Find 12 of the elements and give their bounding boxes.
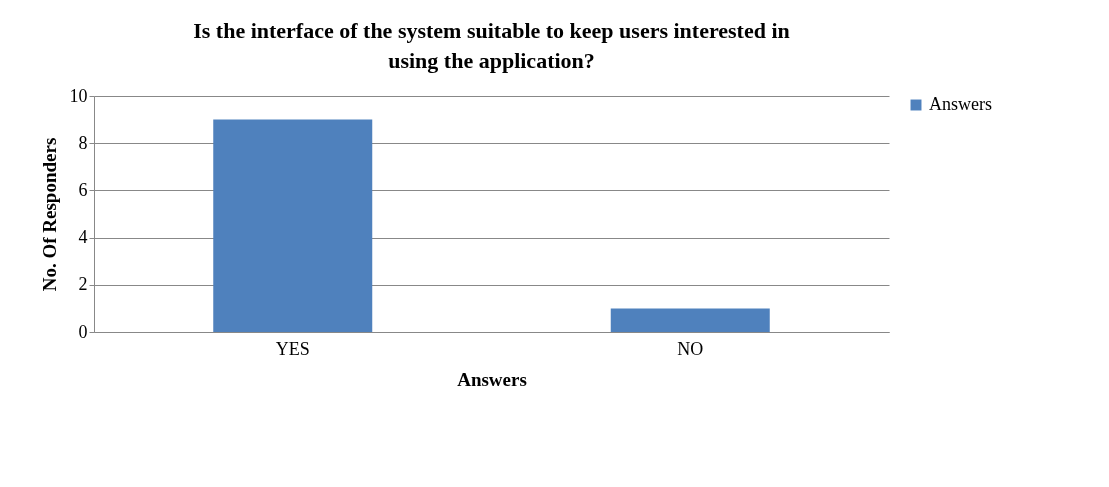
y-tick-label: 10 [69, 85, 88, 106]
y-tick-label: 4 [78, 227, 88, 248]
x-tick-label: NO [677, 338, 704, 359]
y-tick-label: 8 [78, 132, 88, 153]
x-axis-title: Answers [457, 368, 527, 390]
y-tick-label: 0 [78, 321, 88, 342]
x-tick-label: YES [275, 338, 310, 359]
y-tick-label: 6 [78, 179, 88, 200]
chart-title: Is the interface of the system suitable to keep users interested in using the application? [193, 18, 790, 73]
legend-label: Answers [929, 94, 992, 114]
y-tick-label: 2 [78, 274, 88, 295]
y-axis-title: No. Of Responders [38, 137, 60, 292]
